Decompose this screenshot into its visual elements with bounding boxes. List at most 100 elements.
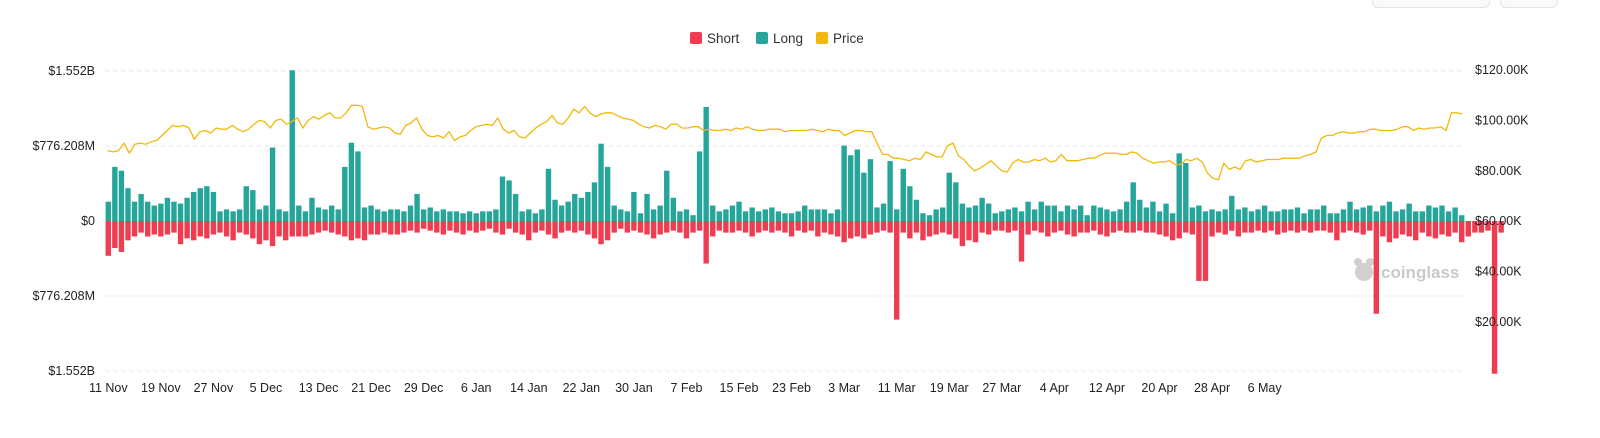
short-bar <box>1012 221 1018 231</box>
short-bar <box>158 221 164 237</box>
bars <box>105 70 1504 374</box>
long-bar <box>1248 211 1255 221</box>
short-bar <box>631 221 637 231</box>
short-bar <box>1472 221 1478 233</box>
x-tick-label: 21 Dec <box>351 381 391 395</box>
long-bar <box>1143 207 1150 221</box>
short-bar <box>164 221 171 235</box>
long-bar <box>532 213 539 221</box>
long-bar <box>775 211 782 221</box>
long-bar <box>821 209 828 221</box>
short-bar <box>972 221 979 243</box>
short-bar <box>1321 221 1327 231</box>
long-bar <box>1268 211 1274 221</box>
right-axis-ticks: $120.00K $100.00K $80.00K $60.00K $40.00K $20… <box>1475 63 1529 329</box>
chart-legend: Short Long Price <box>690 31 864 46</box>
long-bar <box>1202 211 1209 221</box>
long-bar <box>1439 205 1445 221</box>
short-bar <box>939 221 946 233</box>
long-bar <box>716 211 722 221</box>
short-bar <box>1084 221 1090 233</box>
long-bar <box>381 211 387 221</box>
legend-swatch-long <box>756 32 768 44</box>
long-bar <box>1031 209 1038 221</box>
short-bar <box>361 221 368 241</box>
x-tick-label: 4 Apr <box>1040 381 1069 395</box>
short-bar <box>703 221 709 264</box>
short-bar <box>401 221 407 233</box>
legend-label-price: Price <box>833 31 864 46</box>
short-bar <box>1104 221 1110 237</box>
x-tick-label: 20 Apr <box>1141 381 1177 395</box>
short-bar <box>1445 221 1452 237</box>
long-bar <box>1235 209 1242 221</box>
short-bar <box>1229 221 1235 231</box>
short-bar <box>985 221 992 235</box>
x-tick-label: 7 Feb <box>670 381 702 395</box>
short-bar <box>204 221 210 239</box>
short-bar <box>1498 221 1504 233</box>
toolbar-button[interactable] <box>1372 0 1490 8</box>
short-bar <box>512 221 519 233</box>
short-bar <box>1051 221 1058 233</box>
short-bar <box>1150 221 1156 233</box>
long-bar <box>572 193 578 221</box>
short-bar <box>420 221 427 229</box>
long-bar <box>1176 153 1182 221</box>
short-bar <box>677 221 683 233</box>
short-bar <box>269 221 276 247</box>
long-bar <box>1353 209 1360 221</box>
long-bar <box>1196 205 1202 221</box>
short-bar <box>552 221 558 239</box>
long-bar <box>729 205 736 221</box>
short-bar <box>946 221 952 235</box>
long-bar <box>466 211 473 221</box>
short-bar <box>1169 221 1176 241</box>
toolbar-button[interactable] <box>1500 0 1558 8</box>
long-bar <box>191 192 197 221</box>
x-tick-label: 19 Nov <box>141 381 181 395</box>
long-bar <box>1432 207 1439 221</box>
short-bar <box>578 221 585 231</box>
right-tick-label: $80.00K <box>1475 164 1522 178</box>
long-bar <box>368 205 374 221</box>
long-bar <box>1255 209 1261 221</box>
short-bar <box>611 221 617 233</box>
long-bar <box>1301 213 1307 221</box>
short-bar <box>1038 221 1044 233</box>
long-bar <box>578 197 585 221</box>
x-tick-label: 27 Nov <box>194 381 234 395</box>
long-bar <box>795 211 801 221</box>
short-bar <box>499 221 506 235</box>
short-bar <box>762 221 768 231</box>
long-bar <box>460 213 466 221</box>
right-tick-label: $100.00K <box>1475 113 1529 127</box>
left-tick-label: $776.208M <box>32 139 95 153</box>
long-bar <box>782 213 788 221</box>
long-bar <box>1071 209 1077 221</box>
long-bar <box>197 188 203 221</box>
short-bar <box>1334 221 1340 241</box>
long-bar <box>749 207 755 221</box>
short-bar <box>1478 221 1485 233</box>
long-bar <box>1459 215 1465 221</box>
short-bar <box>913 221 920 233</box>
long-bar <box>690 215 696 221</box>
logo-body <box>1355 263 1373 281</box>
short-bar <box>624 221 631 233</box>
long-bar <box>1386 201 1393 221</box>
x-tick-label: 22 Jan <box>563 381 601 395</box>
long-bar <box>374 209 381 221</box>
long-bar <box>591 182 598 221</box>
short-bar <box>309 221 315 235</box>
long-bar <box>1406 203 1412 221</box>
long-bar <box>276 209 282 221</box>
long-bar <box>512 193 519 221</box>
short-bar <box>217 221 223 233</box>
short-bar <box>716 221 722 231</box>
long-bar <box>1163 203 1169 221</box>
short-bar <box>1485 221 1491 231</box>
long-bar <box>309 197 315 221</box>
long-bar <box>762 209 768 221</box>
long-bar <box>388 209 394 221</box>
